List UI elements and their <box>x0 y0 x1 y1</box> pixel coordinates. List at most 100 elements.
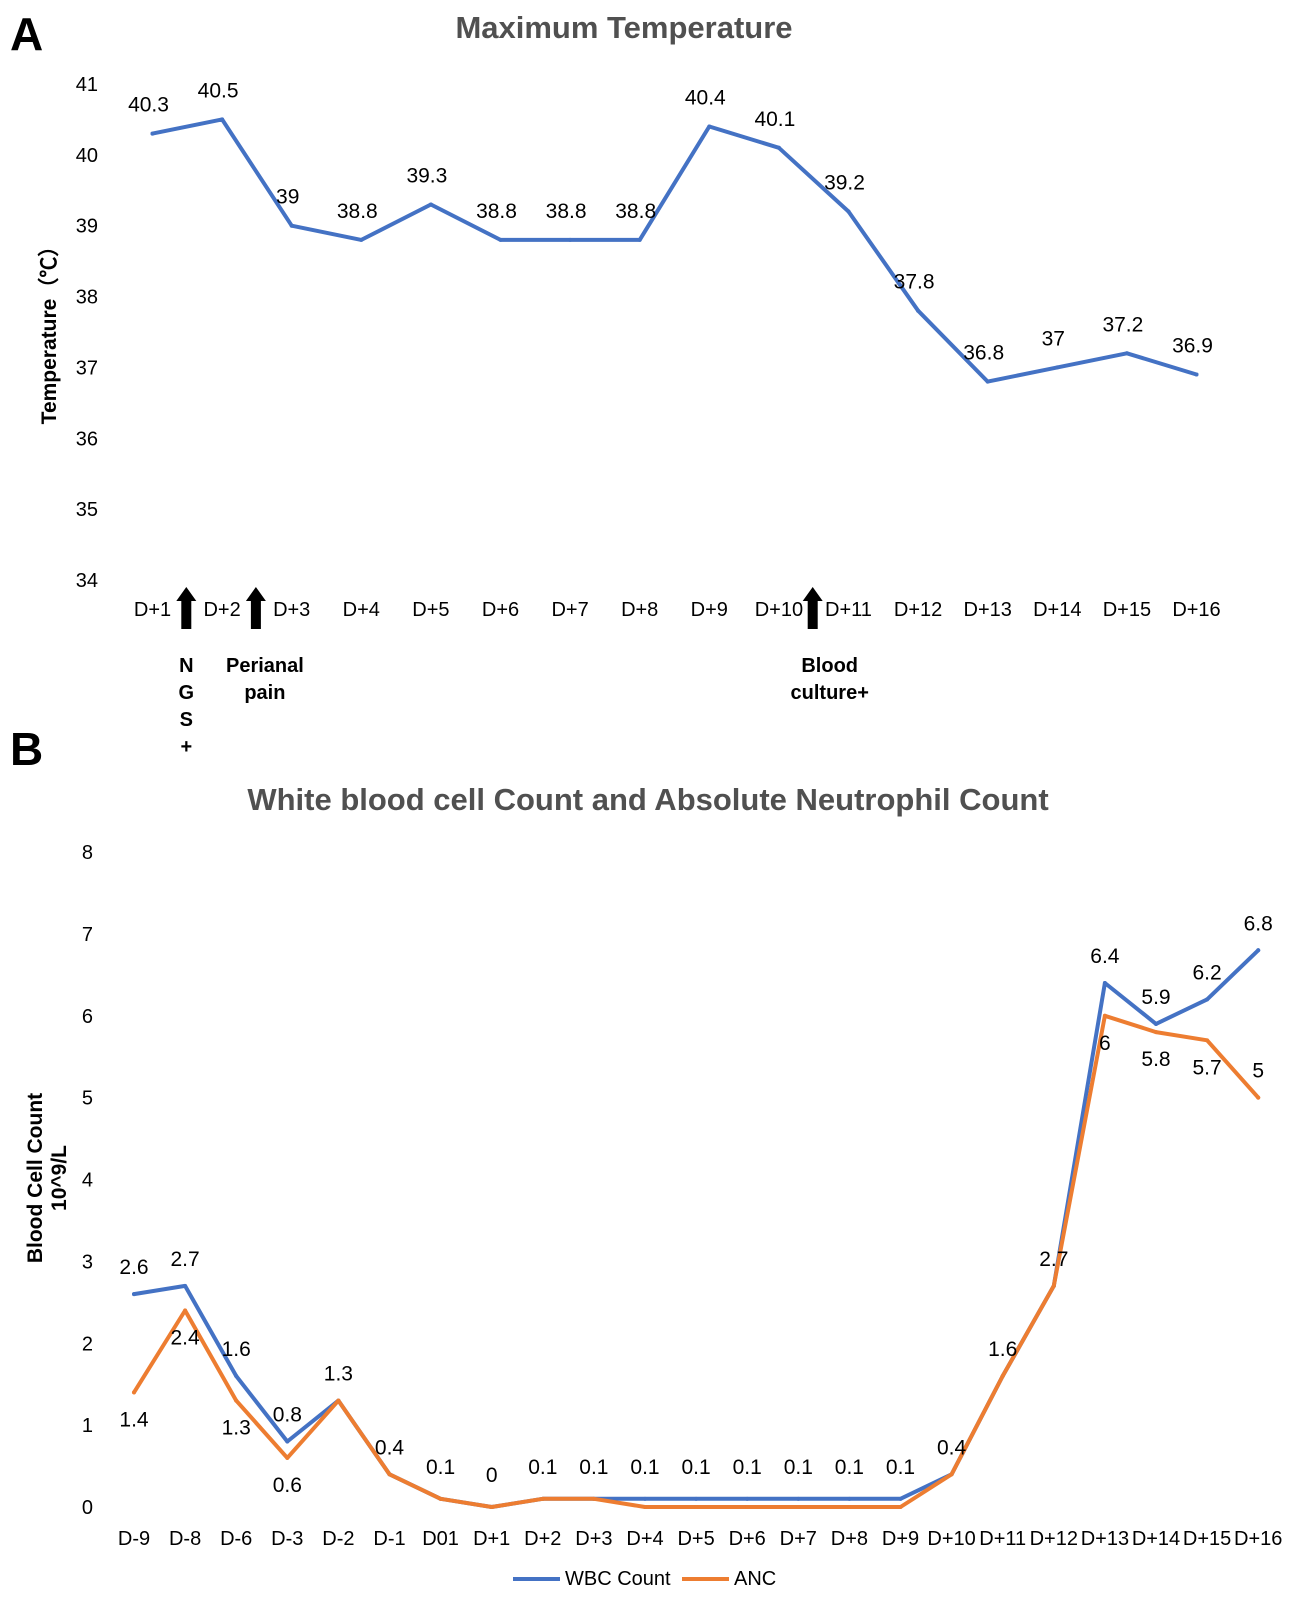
wbc-point <box>285 1439 290 1444</box>
anc-point <box>898 1505 903 1509</box>
wbc-data-label: 0.1 <box>426 1456 455 1479</box>
x-tick-label: D+8 <box>621 599 658 621</box>
anc-point <box>1051 1283 1056 1288</box>
anc-point <box>1154 1030 1158 1035</box>
wbc-data-label: 5.9 <box>1141 986 1170 1009</box>
x-tick-label: D+10 <box>755 599 803 621</box>
wbc-data-label: 6.8 <box>1244 912 1273 935</box>
wbc-point <box>796 1496 801 1501</box>
event-annotation: S <box>180 709 193 731</box>
temperature-point <box>1055 365 1060 370</box>
wbc-data-label: 0.1 <box>579 1456 608 1479</box>
wbc-data-label: 2.7 <box>170 1248 199 1271</box>
temperature-data-label: 37.8 <box>894 271 935 294</box>
y-tick-label: 41 <box>76 74 98 96</box>
x-tick-label: D+5 <box>677 1528 714 1550</box>
anc-point <box>438 1496 443 1501</box>
anc-data-label: 5.7 <box>1192 1056 1221 1079</box>
x-tick-label: D+8 <box>831 1528 868 1550</box>
chart-title-b: White blood cell Count and Absolute Neut… <box>247 782 1048 817</box>
wbc-point <box>898 1496 903 1501</box>
event-annotation: + <box>180 736 192 758</box>
anc-point <box>540 1496 545 1501</box>
temperature-point <box>707 124 712 129</box>
x-tick-label: D+9 <box>691 599 728 621</box>
wbc-point <box>643 1496 647 1501</box>
anc-point <box>796 1505 801 1509</box>
anc-point <box>745 1505 750 1509</box>
temperature-data-label: 40.5 <box>198 79 239 102</box>
y-tick-label: 2 <box>82 1333 93 1355</box>
event-arrow-icon <box>245 587 266 629</box>
event-annotation: G <box>179 682 195 704</box>
wbc-data-label: 1.6 <box>988 1338 1017 1361</box>
wbc-data-label: 0.1 <box>528 1456 557 1479</box>
anc-point <box>183 1308 188 1313</box>
x-tick-label: D-9 <box>118 1528 150 1550</box>
y-tick-label: 40 <box>76 145 98 167</box>
anc-point <box>1205 1038 1210 1043</box>
anc-data-label: 0.6 <box>273 1474 302 1497</box>
temperature-data-label: 38.8 <box>337 200 378 223</box>
x-tick-label: D01 <box>422 1528 459 1550</box>
anc-point <box>285 1455 290 1460</box>
y-tick-label: 35 <box>76 499 98 521</box>
wbc-data-label: 1.6 <box>222 1338 251 1361</box>
temperature-data-label: 39 <box>276 186 299 209</box>
wbc-data-label: 1.3 <box>324 1363 353 1386</box>
anc-point <box>489 1505 494 1509</box>
anc-line <box>132 1013 1261 1509</box>
x-tick-label: D+7 <box>551 599 588 621</box>
temperature-point <box>498 237 503 242</box>
temperature-data-label: 39.3 <box>406 164 447 187</box>
temperature-point <box>1194 372 1199 377</box>
event-arrow-icon <box>176 587 197 629</box>
anc-data-label: 2.4 <box>170 1327 200 1350</box>
legend-label-wbc: WBC Count <box>565 1568 671 1590</box>
temperature-point <box>1124 351 1129 356</box>
x-tick-label: D+4 <box>626 1528 663 1550</box>
x-tick-label: D+1 <box>134 599 171 621</box>
event-annotation: culture+ <box>791 682 869 704</box>
x-tick-label: D-3 <box>271 1528 303 1550</box>
temperature-data-label: 37 <box>1042 327 1065 350</box>
wbc-point <box>1205 997 1210 1002</box>
y-tick-label: 37 <box>76 357 98 379</box>
y-tick-label: 36 <box>76 428 98 450</box>
temperature-point <box>289 223 294 228</box>
wbc-point <box>847 1496 852 1501</box>
x-tick-label: D+3 <box>273 599 310 621</box>
temperature-point <box>220 117 225 122</box>
event-annotation: Blood <box>801 655 858 677</box>
anc-point <box>234 1398 239 1403</box>
temperature-data-label: 38.8 <box>615 200 656 223</box>
x-tick-label: D-6 <box>220 1528 252 1550</box>
temperature-data-label: 38.8 <box>476 200 517 223</box>
y-tick-label: 4 <box>82 1170 93 1192</box>
y-tick-label: 0 <box>82 1497 93 1519</box>
x-tick-label: D+12 <box>894 599 942 621</box>
temperature-point <box>568 237 573 242</box>
event-annotation: N <box>179 655 193 677</box>
y-tick-label: 6 <box>82 1006 93 1028</box>
x-tick-label: D+10 <box>927 1528 975 1550</box>
anc-data-label: 6 <box>1099 1032 1111 1055</box>
temperature-data-label: 40.1 <box>754 108 795 131</box>
y-tick-label: 1 <box>82 1415 93 1437</box>
wbc-data-label: 0.1 <box>886 1456 915 1479</box>
temperature-line <box>150 117 1199 384</box>
anc-data-label: 1.3 <box>222 1417 251 1440</box>
x-tick-label: D+15 <box>1183 1528 1231 1550</box>
x-tick-label: D-2 <box>322 1528 354 1550</box>
chart-title-a: Maximum Temperature <box>455 10 792 45</box>
wbc-data-label: 0.4 <box>375 1436 405 1459</box>
y-tick-label: 34 <box>76 570 98 592</box>
event-annotation: Perianal <box>226 655 304 677</box>
temperature-data-label: 36.8 <box>963 342 1004 365</box>
y-tick-label: 3 <box>82 1251 93 1273</box>
anc-point <box>949 1472 954 1477</box>
x-tick-label: D+13 <box>964 599 1012 621</box>
y-tick-label: 8 <box>82 842 93 864</box>
wbc-data-label: 0.1 <box>784 1456 813 1479</box>
x-tick-label: D+1 <box>473 1528 510 1550</box>
